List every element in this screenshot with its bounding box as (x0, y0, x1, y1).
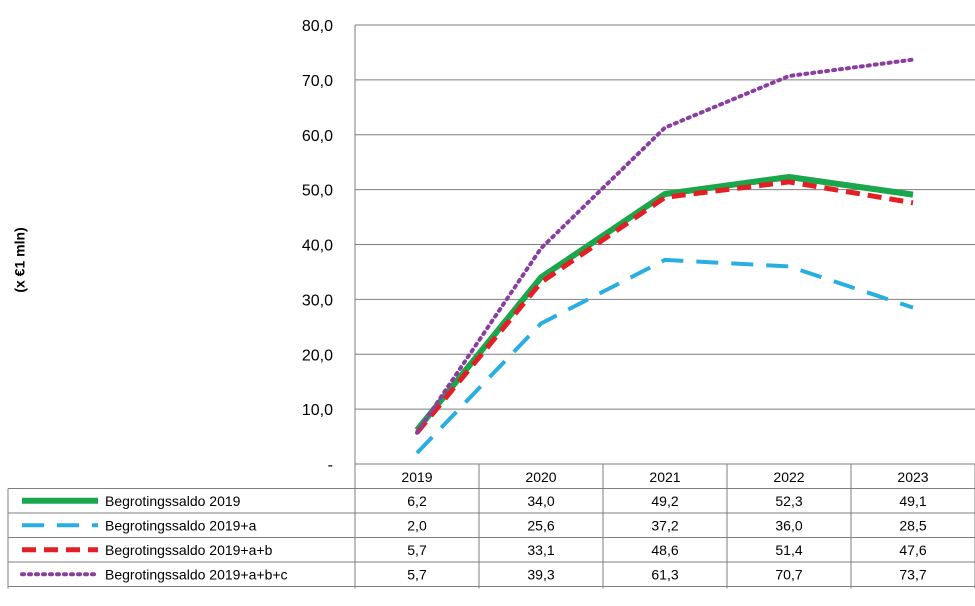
data-label: 5,7 (407, 542, 427, 558)
data-label: 47,6 (899, 542, 926, 558)
series-line-2 (415, 257, 914, 455)
x-tick-label: 2021 (649, 469, 680, 485)
data-label: 61,3 (651, 566, 678, 582)
y-tick-label: 60,0 (302, 128, 333, 145)
y-tick-label: - (328, 457, 333, 474)
data-label: 28,5 (899, 517, 926, 533)
y-tick-label: 80,0 (302, 18, 333, 35)
y-tick-label: 50,0 (302, 183, 333, 200)
data-label: 49,2 (651, 493, 678, 509)
data-label: 39,3 (527, 566, 554, 582)
series-line-4 (415, 57, 915, 435)
legend-label: Begrotingssaldo 2019 (105, 493, 241, 509)
x-tick-label: 2022 (773, 469, 804, 485)
data-label: 73,7 (899, 566, 926, 582)
x-tick-label: 2019 (401, 469, 432, 485)
x-tick-label: 2023 (897, 469, 928, 485)
legend-label: Begrotingssaldo 2019+a+b+c (105, 566, 288, 582)
y-tick-label: 10,0 (302, 402, 333, 419)
y-tick-label: 20,0 (302, 347, 333, 364)
series-lines (414, 57, 915, 455)
data-label: 2,0 (407, 517, 427, 533)
data-label: 36,0 (775, 517, 802, 533)
grid-lines (354, 24, 975, 464)
series-line-3 (415, 179, 914, 435)
data-label: 52,3 (775, 493, 802, 509)
data-label: 25,6 (527, 517, 554, 533)
data-label: 33,1 (527, 542, 554, 558)
y-tick-label: 40,0 (302, 238, 333, 255)
data-label: 34,0 (527, 493, 554, 509)
y-tick-label: 30,0 (302, 292, 333, 309)
data-label: 51,4 (775, 542, 802, 558)
data-table: 2019 2020 2021 2022 2023 Begrotingssaldo 2019… (7, 463, 975, 589)
data-label: 49,1 (899, 493, 926, 509)
data-label: 48,6 (651, 542, 678, 558)
x-tick-label: 2020 (525, 469, 556, 485)
y-tick-label: 70,0 (302, 73, 333, 90)
data-label: 70,7 (775, 566, 802, 582)
data-label: 6,2 (407, 493, 427, 509)
legend-label: Begrotingssaldo 2019+a+b (105, 542, 273, 558)
data-label: 5,7 (407, 566, 427, 582)
legend-label: Begrotingssaldo 2019+a (105, 517, 257, 533)
series-line-1 (414, 174, 914, 432)
y-axis-ticks: - 10,0 20,0 30,0 40,0 50,0 60,0 70,0 80,0 (302, 18, 333, 474)
data-label: 37,2 (651, 517, 678, 533)
